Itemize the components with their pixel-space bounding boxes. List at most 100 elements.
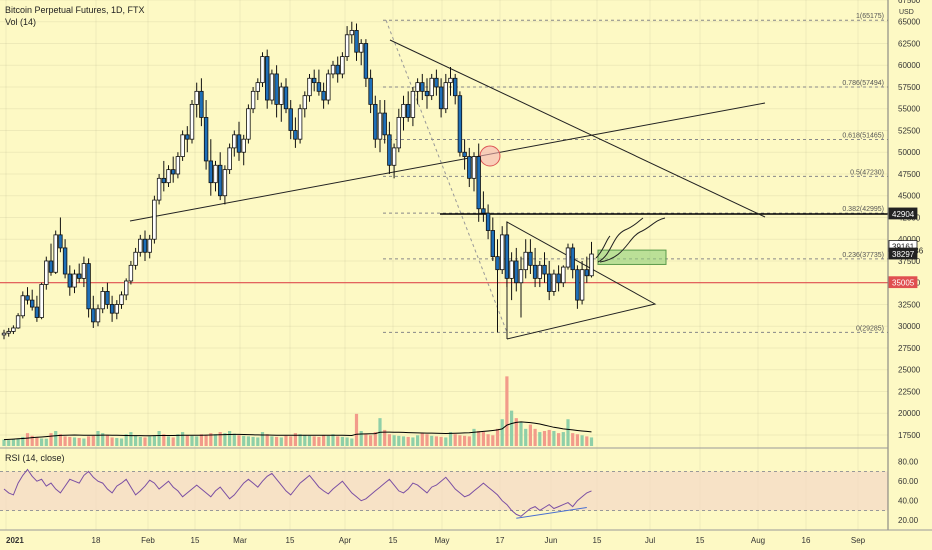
volume-bar bbox=[359, 431, 363, 446]
candle-body bbox=[316, 82, 322, 92]
candle-body bbox=[53, 234, 58, 273]
candle-body bbox=[222, 169, 228, 197]
volume-bar bbox=[270, 436, 274, 446]
time-tick-label: 2021 bbox=[6, 536, 24, 545]
volume-bar bbox=[293, 433, 297, 446]
volume-bar bbox=[444, 437, 448, 446]
volume-bar bbox=[190, 435, 194, 446]
volume-bar bbox=[434, 436, 438, 446]
candle-body bbox=[58, 234, 63, 249]
volume-bar bbox=[63, 436, 67, 446]
volume-bar bbox=[40, 438, 44, 446]
volume-bar bbox=[481, 432, 485, 446]
candle-body bbox=[561, 266, 566, 284]
candle-body bbox=[100, 291, 105, 310]
volume-bar bbox=[82, 438, 86, 446]
candle-body bbox=[415, 82, 420, 92]
volume-bar bbox=[331, 434, 335, 446]
volume-bar bbox=[552, 431, 556, 446]
candle-body bbox=[537, 264, 542, 279]
volume-bar bbox=[275, 436, 279, 446]
candle-body bbox=[373, 103, 378, 140]
candle-body bbox=[443, 82, 448, 110]
volume-bar bbox=[491, 435, 495, 446]
volume-bar bbox=[307, 435, 312, 446]
volume-bar bbox=[195, 436, 199, 446]
candle-body bbox=[448, 77, 453, 84]
candle-body bbox=[274, 73, 279, 105]
time-tick-label: Mar bbox=[233, 536, 247, 545]
volume-bar bbox=[129, 432, 133, 446]
volume-bar bbox=[397, 435, 401, 446]
rsi-tick-label: 60.00 bbox=[898, 477, 919, 486]
volume-bar bbox=[364, 434, 368, 446]
candle-body bbox=[452, 77, 458, 97]
fib-level-label: 0(29285) bbox=[856, 325, 884, 332]
volume-bar bbox=[228, 431, 232, 446]
volume-bar bbox=[16, 438, 20, 446]
candle-body bbox=[44, 260, 49, 285]
volume-bar bbox=[68, 436, 72, 446]
volume-bar bbox=[303, 435, 307, 446]
rsi-indicator-label[interactable]: RSI (14, close) bbox=[5, 453, 65, 463]
candle-body bbox=[67, 273, 72, 288]
candle-body bbox=[29, 299, 35, 308]
volume-bar bbox=[401, 436, 406, 446]
candle-body bbox=[138, 238, 143, 253]
candle-body bbox=[368, 77, 373, 105]
candle-body bbox=[579, 269, 585, 301]
candle-body bbox=[213, 164, 218, 184]
volume-bar bbox=[519, 422, 523, 446]
candle-body bbox=[349, 30, 354, 36]
projection-curve-2 bbox=[599, 217, 666, 263]
volume-bar bbox=[354, 413, 359, 446]
price-tick-label: 62500 bbox=[898, 39, 921, 48]
price-tick-label: 45000 bbox=[898, 192, 921, 201]
highlight-circle bbox=[479, 145, 501, 167]
volume-bar bbox=[124, 434, 128, 446]
candle-body bbox=[119, 294, 124, 305]
volume-bar bbox=[528, 424, 532, 446]
volume-bar bbox=[223, 433, 227, 446]
price-tick-label: 25000 bbox=[898, 366, 921, 375]
volume-bar bbox=[547, 429, 551, 446]
volume-bar bbox=[199, 434, 203, 446]
price-tick-label: 50000 bbox=[898, 148, 921, 157]
price-tick-label: 55000 bbox=[898, 105, 921, 114]
candle-body bbox=[34, 306, 40, 318]
volume-bar bbox=[514, 418, 518, 446]
candle-body bbox=[499, 234, 505, 271]
candle-body bbox=[293, 130, 298, 140]
volume-bar bbox=[115, 437, 119, 446]
volume-bar bbox=[176, 434, 180, 446]
candle-body bbox=[405, 103, 411, 118]
volume-bar bbox=[44, 438, 48, 446]
price-tag-box bbox=[888, 247, 918, 260]
candle-body bbox=[340, 56, 345, 75]
volume-bar bbox=[486, 434, 490, 446]
volume-indicator-label[interactable]: Vol (14) bbox=[5, 17, 37, 27]
price-tag-label: 42904 bbox=[892, 210, 915, 219]
candle-body bbox=[208, 160, 213, 184]
candle-body bbox=[377, 112, 383, 140]
volume-bar bbox=[101, 433, 105, 446]
volume-bar bbox=[143, 437, 147, 446]
volume-bar bbox=[49, 433, 53, 446]
volume-bar bbox=[30, 435, 34, 446]
projection-curve-1 bbox=[597, 217, 644, 263]
price-tick-label: 57500 bbox=[898, 83, 921, 92]
target-zone-box bbox=[597, 249, 667, 265]
candle-body bbox=[532, 264, 538, 279]
volume-bar bbox=[110, 437, 114, 446]
price-tick-label: 67500 bbox=[898, 0, 921, 5]
time-tick-label: Aug bbox=[751, 536, 765, 545]
candle-body bbox=[1, 332, 7, 336]
volume-bar bbox=[557, 433, 561, 446]
volume-bar bbox=[453, 434, 457, 446]
candle-body bbox=[199, 90, 204, 118]
volume-bar bbox=[138, 436, 142, 446]
time-tick-label: 16 bbox=[802, 536, 811, 545]
volume-bar bbox=[350, 438, 354, 446]
volume-bar bbox=[265, 434, 269, 446]
